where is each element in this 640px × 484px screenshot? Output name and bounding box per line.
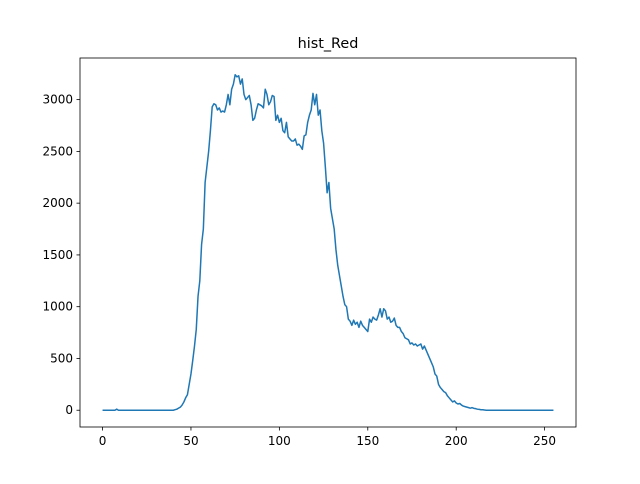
x-tick-label: 50 (183, 434, 198, 448)
data-line (102, 74, 554, 411)
y-tick-label: 0 (65, 403, 73, 417)
x-tick-label: 200 (445, 434, 468, 448)
y-tick-label: 500 (50, 351, 73, 365)
x-tick-label: 250 (533, 434, 556, 448)
chart-title: hist_Red (298, 36, 359, 52)
x-tick-label: 100 (268, 434, 291, 448)
y-tick-label: 1500 (42, 248, 73, 262)
plot-frame (79, 57, 577, 428)
y-tick-label: 2000 (42, 196, 73, 210)
y-tick-label: 2500 (42, 144, 73, 158)
y-tick-label: 1000 (42, 300, 73, 314)
y-tick-label: 3000 (42, 93, 73, 107)
x-tick-label: 150 (356, 434, 379, 448)
x-tick-label: 0 (99, 434, 107, 448)
